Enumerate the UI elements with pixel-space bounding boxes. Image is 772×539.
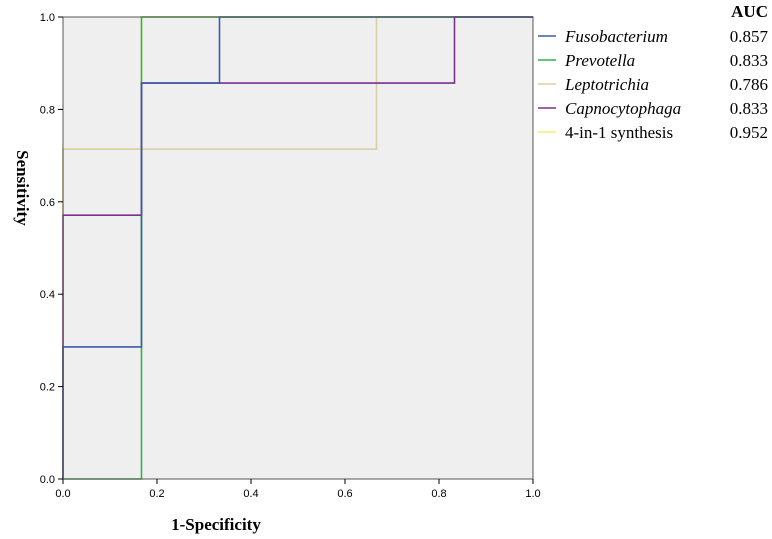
- x-tick-label: 0.2: [149, 488, 164, 500]
- plot-frame: [62, 16, 534, 480]
- y-tick-label: 1.0: [40, 12, 55, 24]
- x-tick-label: 1.0: [525, 488, 540, 500]
- legend-auc-value: 0.786: [730, 75, 768, 94]
- x-axis: 0.0 0.2 0.4 0.6 0.8 1.0: [55, 479, 541, 500]
- legend-series-name: Fusobacterium: [564, 27, 668, 46]
- y-tick-label: 0.6: [40, 197, 55, 209]
- legend-auc-value: 0.952: [730, 123, 768, 142]
- y-tick-label: 0.8: [40, 104, 55, 116]
- y-axis: 0.0 0.2 0.4 0.6 0.8 1.0: [40, 12, 63, 486]
- legend-auc-value: 0.857: [730, 27, 769, 46]
- x-tick-label: 0.4: [243, 488, 258, 500]
- x-axis-title: 1-Specificity: [171, 515, 261, 534]
- x-tick-label: 0.0: [55, 488, 70, 500]
- x-tick-label: 0.6: [337, 488, 352, 500]
- x-tick-label: 0.8: [431, 488, 446, 500]
- y-tick-label: 0.2: [40, 382, 55, 394]
- legend-auc-value: 0.833: [730, 99, 768, 118]
- y-tick-label: 0.4: [40, 289, 55, 301]
- y-tick-label: 0.0: [40, 474, 55, 486]
- legend-series-name: Capnocytophaga: [565, 99, 681, 118]
- y-axis-title: Sensitivity: [13, 150, 32, 226]
- legend-series-name: Leptotrichia: [564, 75, 649, 94]
- legend-series-name: Prevotella: [564, 51, 635, 70]
- legend-series-name: 4-in-1 synthesis: [565, 123, 673, 142]
- legend-auc-value: 0.833: [730, 51, 768, 70]
- legend-auc-header: AUC: [731, 2, 768, 21]
- legend: AUC Fusobacterium 0.857 Prevotella 0.833 Lep…: [538, 2, 769, 142]
